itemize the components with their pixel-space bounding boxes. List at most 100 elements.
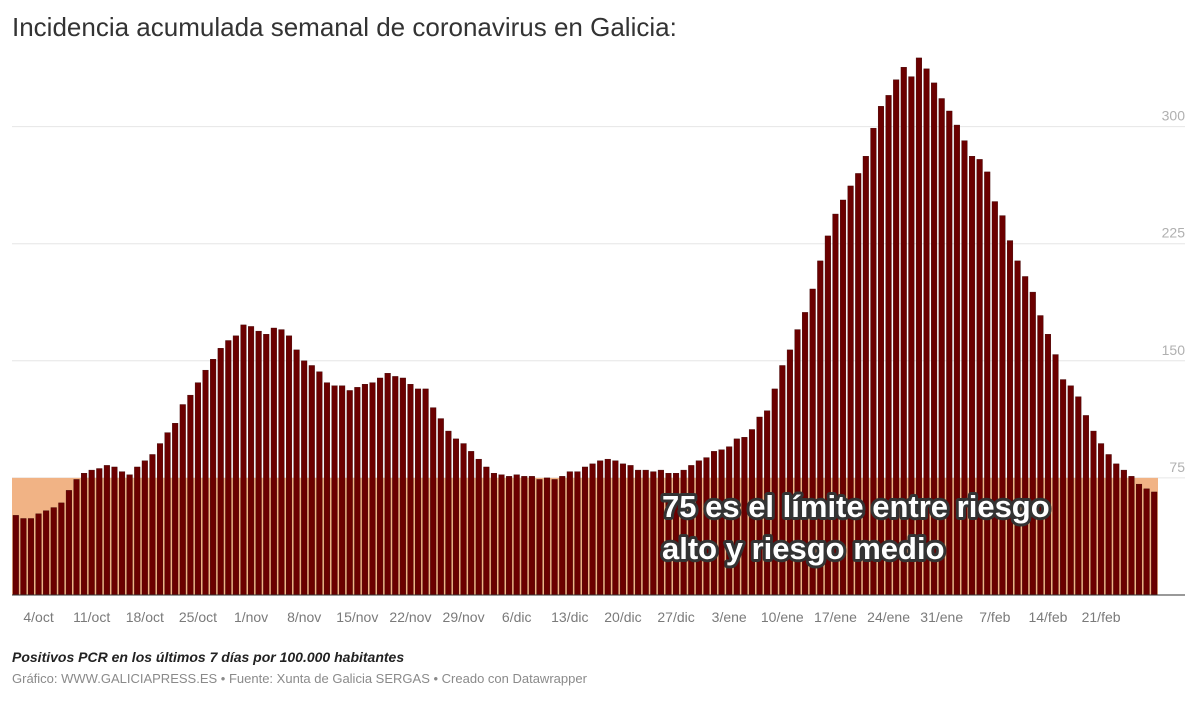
bar bbox=[293, 349, 300, 596]
bar bbox=[286, 335, 293, 596]
bar bbox=[1014, 260, 1021, 596]
bar bbox=[1052, 354, 1059, 596]
bar bbox=[1136, 483, 1143, 596]
bar bbox=[1029, 291, 1036, 596]
bar bbox=[969, 156, 976, 596]
bar bbox=[460, 443, 467, 596]
footer-fuente-label: Fuente: bbox=[228, 671, 274, 686]
bar bbox=[650, 471, 657, 596]
bar bbox=[1060, 379, 1067, 596]
x-tick-label: 25/oct bbox=[179, 609, 217, 625]
bar bbox=[361, 384, 368, 596]
bar bbox=[612, 460, 619, 596]
bar bbox=[164, 432, 171, 596]
x-tick-label: 6/dic bbox=[502, 609, 532, 625]
bar bbox=[528, 476, 535, 596]
bar bbox=[961, 140, 968, 596]
bar bbox=[323, 382, 330, 596]
bar bbox=[301, 360, 308, 596]
footer-grafico-label: Gráfico: bbox=[12, 671, 58, 686]
bar bbox=[581, 466, 589, 596]
x-tick-label: 3/ene bbox=[712, 609, 747, 625]
x-tick-label: 17/ene bbox=[814, 609, 857, 625]
bar bbox=[635, 469, 642, 596]
bar bbox=[452, 438, 459, 596]
bar bbox=[506, 476, 513, 596]
bar bbox=[991, 201, 998, 596]
bar bbox=[475, 458, 482, 596]
bar bbox=[498, 474, 505, 596]
x-tick-label: 14/feb bbox=[1028, 609, 1067, 625]
y-axis-ticks: 75 150 225 300 bbox=[1162, 108, 1186, 475]
bar bbox=[551, 479, 558, 596]
chart-title: Incidencia acumulada semanal de coronavi… bbox=[12, 12, 677, 42]
y-tick-label-75: 75 bbox=[1169, 459, 1185, 475]
bar bbox=[589, 463, 596, 596]
bar bbox=[369, 382, 376, 596]
bar bbox=[111, 466, 118, 596]
bar bbox=[331, 385, 338, 596]
footer: Gráfico: WWW.GALICIAPRESS.ES • Fuente: X… bbox=[12, 671, 587, 686]
bar bbox=[73, 479, 80, 596]
bar bbox=[1007, 240, 1014, 596]
x-tick-label: 1/nov bbox=[234, 609, 268, 625]
bar bbox=[415, 388, 422, 596]
bar bbox=[422, 388, 429, 596]
x-tick-label: 4/oct bbox=[23, 609, 53, 625]
bar bbox=[521, 476, 528, 596]
bar bbox=[559, 476, 566, 596]
bar bbox=[103, 465, 110, 596]
bar bbox=[149, 454, 156, 596]
footer-separator: • bbox=[217, 671, 229, 686]
bar bbox=[430, 407, 437, 596]
bar bbox=[976, 159, 983, 596]
bar bbox=[1044, 334, 1051, 596]
bar bbox=[1082, 415, 1089, 596]
bar bbox=[870, 127, 877, 596]
footer-creado: Creado con Datawrapper bbox=[441, 671, 587, 686]
y-tick-label-150: 150 bbox=[1162, 342, 1186, 358]
bar bbox=[1105, 454, 1112, 596]
bars bbox=[12, 57, 1158, 596]
bar bbox=[953, 124, 960, 596]
bar bbox=[445, 430, 452, 596]
bar bbox=[703, 457, 710, 596]
bar bbox=[141, 460, 148, 596]
bar bbox=[88, 469, 95, 596]
x-tick-label: 18/oct bbox=[126, 609, 164, 625]
bar bbox=[1120, 469, 1127, 596]
x-tick-label: 27/dic bbox=[657, 609, 694, 625]
bar bbox=[43, 510, 50, 596]
bar bbox=[627, 465, 634, 596]
bar bbox=[255, 330, 262, 596]
bar bbox=[270, 327, 277, 596]
bar bbox=[81, 473, 88, 596]
bar bbox=[384, 373, 391, 596]
bar bbox=[1098, 443, 1105, 596]
footer-grafico-link[interactable]: WWW.GALICIAPRESS.ES bbox=[61, 671, 218, 686]
bar bbox=[119, 471, 126, 596]
bar bbox=[179, 404, 186, 596]
bar bbox=[58, 502, 65, 596]
bar bbox=[1113, 463, 1120, 596]
bar bbox=[1022, 276, 1029, 596]
y-tick-label-225: 225 bbox=[1162, 225, 1186, 241]
bar bbox=[346, 390, 353, 596]
bar bbox=[278, 329, 285, 596]
x-axis-ticks: 4/oct 11/oct 18/oct 25/oct 1/nov 8/nov 15/nov 2… bbox=[23, 609, 1120, 625]
x-tick-label: 7/feb bbox=[979, 609, 1010, 625]
bar bbox=[1143, 488, 1150, 596]
bar bbox=[1037, 315, 1044, 596]
y-tick-label-300: 300 bbox=[1162, 108, 1186, 124]
bar bbox=[210, 359, 217, 596]
bar bbox=[597, 460, 604, 596]
bar bbox=[263, 334, 270, 596]
bar bbox=[695, 460, 702, 596]
bar bbox=[194, 382, 201, 596]
bar bbox=[862, 156, 869, 596]
annotation: 75 es el límite entre riesgo alto y riesg… bbox=[659, 486, 1053, 569]
chart-note: Positivos PCR en los últimos 7 días por … bbox=[12, 649, 405, 665]
x-tick-label: 24/ene bbox=[867, 609, 910, 625]
bar bbox=[468, 451, 475, 596]
bar bbox=[225, 340, 232, 596]
